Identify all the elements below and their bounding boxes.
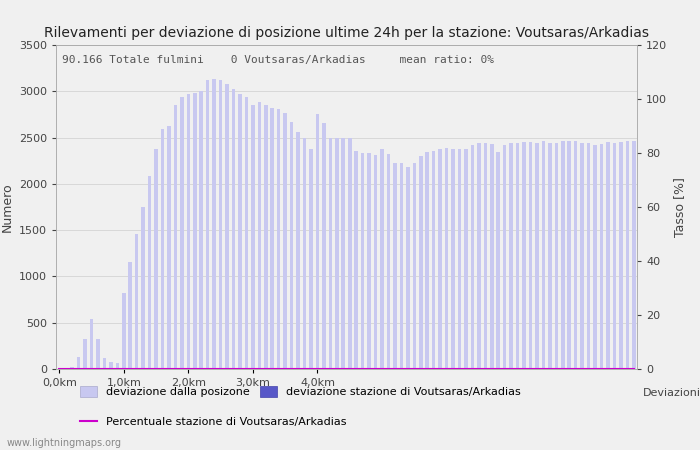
Text: 90.166 Totale fulmini    0 Voutsaras/Arkadias     mean ratio: 0%: 90.166 Totale fulmini 0 Voutsaras/Arkadi… [62, 55, 494, 65]
Bar [290, 122, 293, 369]
Bar [335, 139, 339, 369]
Bar [96, 339, 99, 369]
Bar [619, 142, 622, 369]
Bar [484, 143, 487, 369]
Bar [83, 339, 87, 369]
Bar [187, 94, 190, 369]
Text: www.lightningmaps.org: www.lightningmaps.org [7, 438, 122, 448]
Bar [458, 148, 461, 369]
Bar [296, 132, 300, 369]
Bar [258, 103, 261, 369]
Bar [554, 143, 558, 369]
Bar [444, 148, 448, 369]
Bar [212, 79, 216, 369]
Bar [238, 94, 242, 369]
Bar [412, 163, 416, 369]
Bar [432, 151, 435, 369]
Bar [167, 126, 171, 369]
Bar [354, 151, 358, 369]
Bar [626, 141, 629, 369]
Bar [199, 91, 203, 369]
Bar [503, 145, 506, 369]
Bar [284, 112, 287, 369]
Bar [386, 154, 390, 369]
Bar [193, 93, 197, 369]
Y-axis label: Tasso [%]: Tasso [%] [673, 177, 686, 237]
Bar [161, 129, 164, 369]
Bar [510, 143, 513, 369]
Bar [406, 167, 410, 369]
Bar [419, 156, 423, 369]
Bar [490, 144, 493, 369]
Bar [368, 153, 371, 369]
Bar [587, 143, 590, 369]
Bar [141, 207, 145, 369]
Bar [64, 368, 67, 369]
Bar [528, 142, 532, 369]
Bar [316, 114, 319, 369]
Bar [251, 105, 255, 369]
Bar [245, 97, 248, 369]
Bar [303, 139, 307, 369]
Text: Deviazioni: Deviazioni [643, 388, 700, 398]
Bar [612, 143, 616, 369]
Legend: deviazione dalla posizone, deviazione stazione di Voutsaras/Arkadias: deviazione dalla posizone, deviazione st… [76, 381, 525, 402]
Bar [103, 358, 106, 369]
Bar [116, 364, 119, 369]
Bar [90, 319, 93, 369]
Bar [174, 105, 177, 369]
Bar [477, 143, 481, 369]
Bar [522, 142, 526, 369]
Bar [580, 143, 584, 369]
Bar [574, 141, 578, 369]
Bar [561, 141, 564, 369]
Bar [548, 143, 552, 369]
Bar [129, 261, 132, 369]
Bar [393, 162, 397, 369]
Bar [322, 123, 326, 369]
Title: Rilevamenti per deviazione di posizione ultime 24h per la stazione: Voutsaras/Ar: Rilevamenti per deviazione di posizione … [44, 26, 649, 40]
Bar [232, 90, 235, 369]
Bar [568, 141, 571, 369]
Bar [180, 97, 183, 369]
Bar [148, 176, 151, 369]
Bar [361, 153, 365, 369]
Bar [264, 105, 267, 369]
Bar [109, 362, 113, 369]
Bar [374, 155, 377, 369]
Bar [632, 141, 636, 369]
Bar [309, 148, 313, 369]
Bar [154, 148, 158, 369]
Bar [606, 142, 610, 369]
Bar [77, 357, 80, 369]
Bar [452, 148, 455, 369]
Bar [438, 148, 442, 369]
Bar [71, 367, 74, 369]
Bar [380, 148, 384, 369]
Bar [277, 109, 281, 369]
Bar [464, 148, 468, 369]
Bar [600, 144, 603, 369]
Bar [470, 145, 474, 369]
Bar [206, 80, 209, 369]
Bar [516, 143, 519, 369]
Bar [122, 293, 125, 369]
Bar [219, 80, 223, 369]
Bar [342, 139, 345, 369]
Bar [270, 108, 274, 369]
Bar [400, 163, 403, 369]
Legend: Percentuale stazione di Voutsaras/Arkadias: Percentuale stazione di Voutsaras/Arkadi… [76, 412, 351, 431]
Bar [536, 143, 539, 369]
Bar [542, 141, 545, 369]
Bar [496, 153, 500, 369]
Bar [328, 139, 332, 369]
Bar [225, 84, 229, 369]
Bar [426, 153, 429, 369]
Y-axis label: Numero: Numero [0, 182, 13, 232]
Bar [594, 145, 597, 369]
Bar [135, 234, 139, 369]
Bar [348, 139, 351, 369]
